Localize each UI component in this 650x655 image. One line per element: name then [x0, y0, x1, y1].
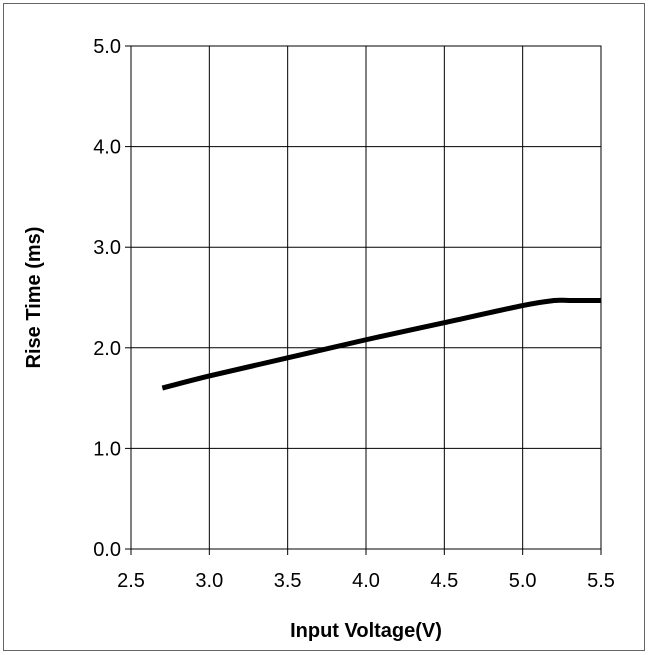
x-tick-label: 5.5	[587, 570, 615, 592]
x-tick-label: 4.0	[352, 570, 380, 592]
series-line	[161, 297, 601, 391]
y-tick-label: 4.0	[93, 137, 121, 159]
x-tick-label: 5.0	[509, 570, 537, 592]
y-axis-ticks: 0.0 1.0 2.0 3.0 4.0 5.0	[93, 36, 131, 561]
y-tick-label: 0.0	[93, 539, 121, 561]
y-tick-label: 1.0	[93, 438, 121, 460]
chart-frame	[3, 3, 645, 651]
x-tick-label: 3.5	[274, 570, 302, 592]
grid	[131, 46, 601, 549]
x-tick-label: 2.5	[117, 570, 145, 592]
y-tick-label: 2.0	[93, 338, 121, 360]
x-tick-label: 3.0	[195, 570, 223, 592]
y-tick-label: 3.0	[93, 237, 121, 259]
y-tick-label: 5.0	[93, 36, 121, 58]
x-axis-title: Input Voltage(V)	[290, 620, 442, 642]
x-tick-label: 4.5	[430, 570, 458, 592]
y-axis-title: Rise Time (ms)	[23, 227, 45, 369]
series-group	[161, 297, 601, 391]
x-axis-ticks: 2.5 3.0 3.5 4.0 4.5 5.0 5.5	[117, 549, 615, 592]
